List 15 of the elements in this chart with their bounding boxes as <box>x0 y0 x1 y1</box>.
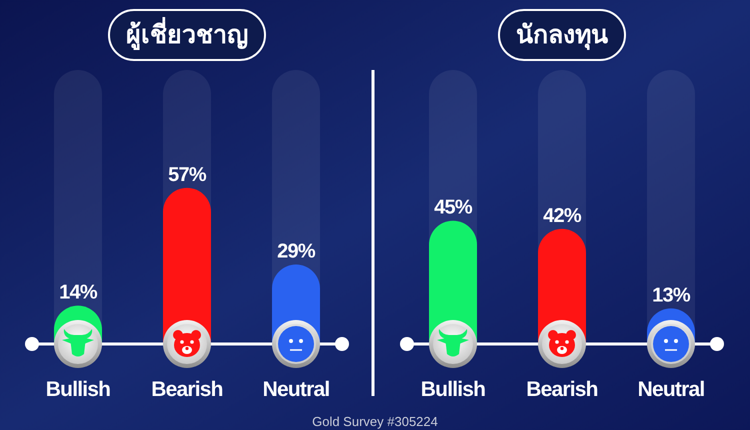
x-tick-label: Bullish <box>46 378 110 401</box>
title: นักลงทุน <box>516 20 608 52</box>
x-tick-label: Neutral <box>638 378 704 401</box>
value-label: 42% <box>543 204 581 227</box>
value-label: 14% <box>59 282 97 304</box>
value-label: 29% <box>277 240 315 263</box>
title: ผู้เชี่ยวชาญ <box>126 12 248 58</box>
x-tick-label: Neutral <box>262 378 330 401</box>
value-label: 45% <box>434 196 472 219</box>
annotation: Gold Survey #305224 <box>312 414 438 429</box>
value-label: 57% <box>168 164 206 186</box>
x-tick-label: Bearish <box>151 378 223 401</box>
x-tick-label: Bullish <box>420 378 486 401</box>
value-label: 13% <box>652 284 690 306</box>
x-tick-label: Bearish <box>526 378 598 401</box>
